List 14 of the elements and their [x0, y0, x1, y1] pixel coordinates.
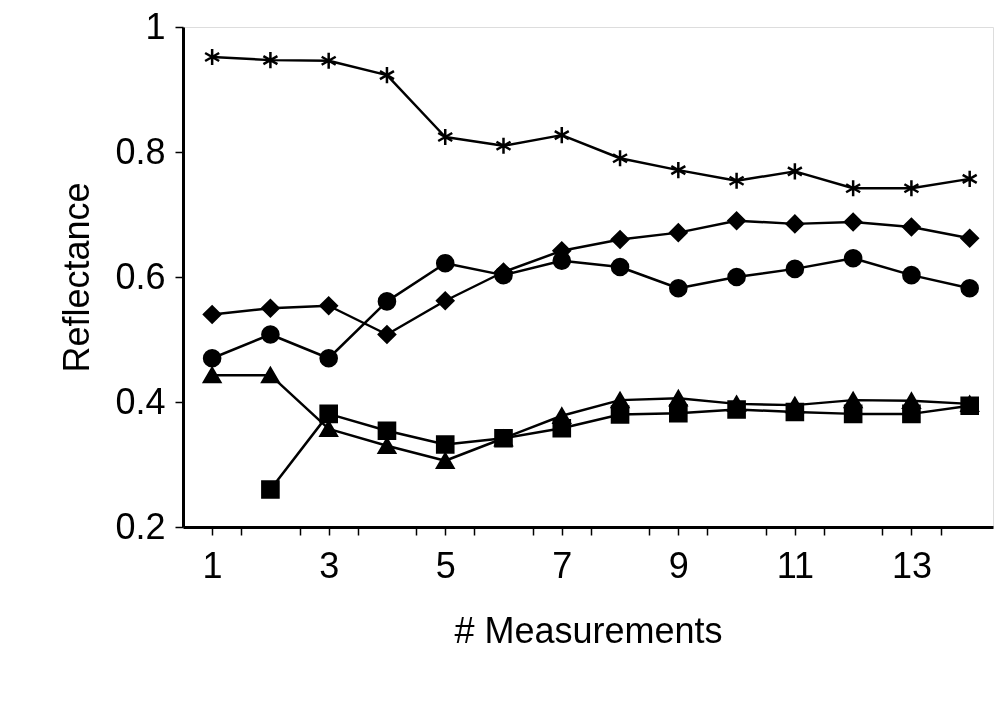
y-tick-label: 0.4 [115, 380, 166, 422]
y-tick-label: 0.2 [115, 505, 166, 547]
x-axis-title: # Measurements [454, 609, 723, 651]
x-tick-label: 13 [891, 544, 932, 586]
x-tick-label: 3 [319, 544, 340, 586]
y-tick-label: 0.8 [115, 130, 166, 172]
x-tick-label: 5 [435, 544, 456, 586]
y-tick-label: 0.6 [115, 255, 166, 297]
x-tick-label: 9 [668, 544, 689, 586]
x-tick-label: 11 [776, 544, 815, 586]
x-tick-label: 7 [552, 544, 573, 586]
y-axis-title: Reflectance [56, 182, 98, 373]
y-tick-label: 1 [145, 5, 166, 47]
x-tick-label: 1 [202, 544, 223, 586]
